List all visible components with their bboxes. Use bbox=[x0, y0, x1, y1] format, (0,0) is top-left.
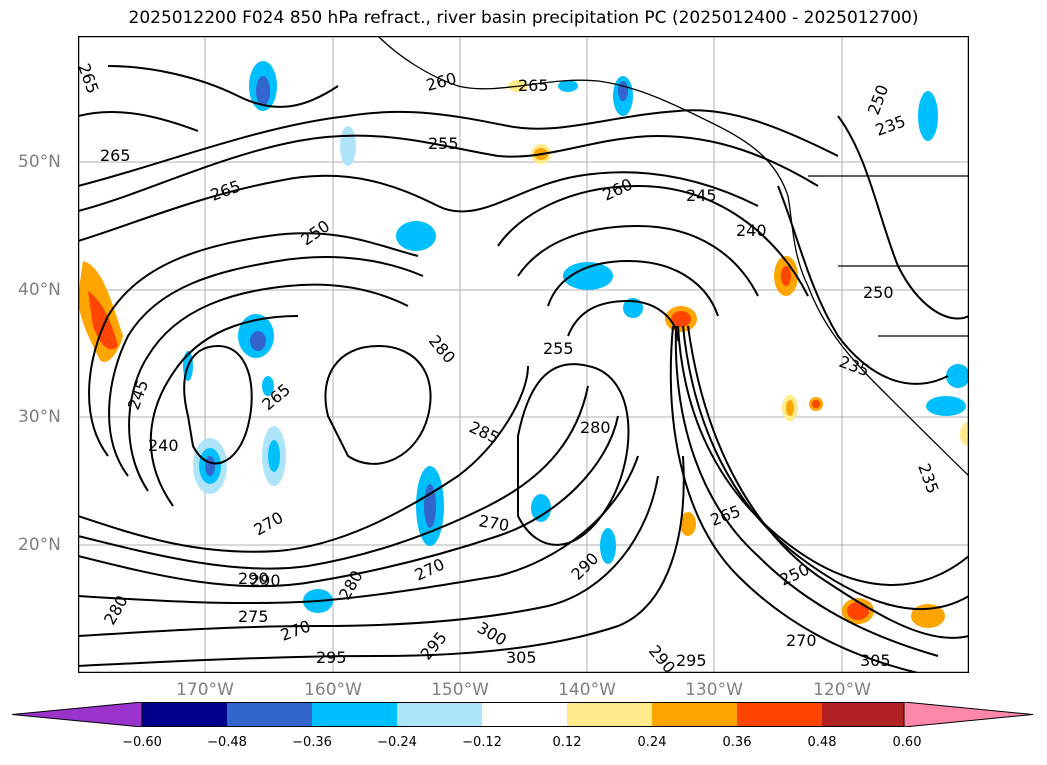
lat-label: 50°N bbox=[18, 152, 61, 172]
colorbar-bin bbox=[397, 702, 482, 727]
lat-label: 40°N bbox=[18, 280, 61, 300]
contour-label: 295 bbox=[417, 628, 451, 664]
contour-label: 250 bbox=[297, 216, 333, 249]
contour-label: 245 bbox=[124, 377, 152, 412]
lon-label: 170°W bbox=[176, 680, 234, 700]
lon-label: 130°W bbox=[685, 680, 743, 700]
contour-label: 300 bbox=[474, 618, 510, 650]
lat-label: 30°N bbox=[18, 407, 61, 427]
contour-label: 265 bbox=[518, 76, 549, 95]
contour-label: 290 bbox=[250, 571, 281, 590]
colorbar-tick: −0.60 bbox=[122, 735, 162, 750]
contour-label: 255 bbox=[543, 339, 574, 358]
contour-label: 240 bbox=[736, 221, 767, 240]
colorbar-extend-low bbox=[12, 702, 143, 727]
contour-label: 250 bbox=[864, 82, 892, 117]
contour-label: 270 bbox=[786, 631, 817, 650]
map-frame bbox=[78, 36, 969, 673]
lon-label: 160°W bbox=[304, 680, 362, 700]
colorbar-tick: −0.36 bbox=[292, 735, 332, 750]
contour-label: 295 bbox=[676, 651, 707, 670]
contour-label: 280 bbox=[425, 331, 459, 367]
contour-label: 305 bbox=[506, 648, 537, 667]
colorbar bbox=[12, 702, 1034, 727]
colorbar-tick: 0.36 bbox=[722, 735, 752, 750]
contour-label: 280 bbox=[580, 418, 611, 437]
contour-label: 260 bbox=[424, 69, 458, 95]
contour-label: 240 bbox=[148, 436, 179, 455]
contour-label: 265 bbox=[78, 61, 103, 96]
map-panel: 265 265 265 260 255 250 260 245 240 265 … bbox=[78, 36, 969, 673]
colorbar-tick: −0.48 bbox=[207, 735, 247, 750]
contour-label: 270 bbox=[251, 508, 287, 540]
contour-label: 260 bbox=[600, 174, 636, 204]
lon-label: 120°W bbox=[813, 680, 871, 700]
contour-label: 245 bbox=[686, 186, 717, 205]
lon-label: 150°W bbox=[431, 680, 489, 700]
colorbar-tick: 0.12 bbox=[552, 735, 582, 750]
colorbar-bin bbox=[737, 702, 822, 727]
colorbar-tick: −0.12 bbox=[462, 735, 502, 750]
contour-label: 285 bbox=[466, 417, 502, 447]
lon-label: 140°W bbox=[558, 680, 616, 700]
contour-label: 255 bbox=[428, 134, 459, 153]
contour-label: 235 bbox=[914, 461, 942, 496]
colorbar-tick: 0.48 bbox=[807, 735, 837, 750]
coastline bbox=[377, 36, 969, 477]
contour-label: 265 bbox=[708, 501, 743, 529]
colorbar-tick: 0.24 bbox=[637, 735, 667, 750]
map-title: 2025012200 F024 850 hPa refract., river … bbox=[128, 8, 919, 28]
contour-label: 295 bbox=[316, 648, 347, 667]
contour-label: 290 bbox=[645, 641, 679, 673]
contour-label: 275 bbox=[238, 607, 269, 626]
contour-label: 265 bbox=[208, 176, 243, 204]
colorbar-bin bbox=[567, 702, 652, 727]
colorbar-bin bbox=[822, 702, 907, 727]
contour-label: 270 bbox=[477, 511, 510, 535]
colorbar-bin bbox=[227, 702, 312, 727]
contour-label: 270 bbox=[278, 616, 313, 644]
contour-labels: 265 265 265 260 255 250 260 245 240 265 … bbox=[78, 61, 943, 673]
colorbar-tick: 0.60 bbox=[892, 735, 922, 750]
lat-label: 20°N bbox=[18, 535, 61, 555]
contour-label: 250 bbox=[777, 559, 813, 589]
colorbar-tick: −0.24 bbox=[377, 735, 417, 750]
colorbar-bin bbox=[652, 702, 737, 727]
colorbar-bin bbox=[312, 702, 397, 727]
refractivity-contours bbox=[78, 65, 969, 673]
contour-label: 305 bbox=[860, 651, 891, 670]
colorbar-bin bbox=[482, 702, 567, 727]
contour-label: 290 bbox=[567, 549, 602, 584]
colorbar-bin bbox=[142, 702, 227, 727]
contour-label: 250 bbox=[863, 283, 894, 302]
gridlines bbox=[78, 36, 969, 673]
colorbar-extend-high bbox=[903, 702, 1034, 727]
contour-label: 265 bbox=[100, 146, 131, 165]
contour-label: 290 bbox=[238, 569, 269, 588]
